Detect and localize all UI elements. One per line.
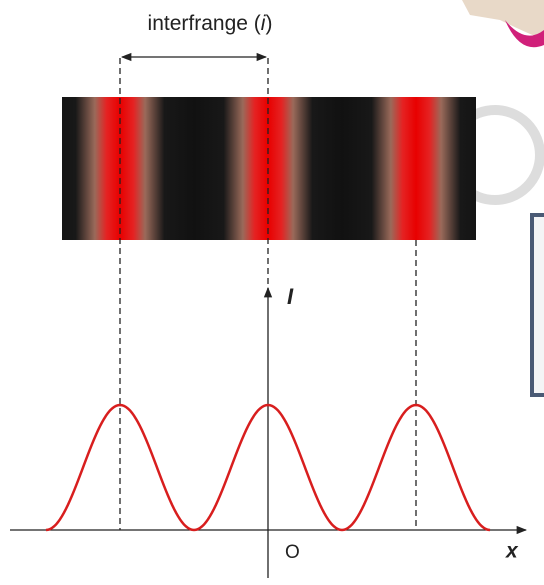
decor [505,20,544,48]
axis-label: x [505,540,519,563]
label-part: ) [265,12,272,35]
label-symbol: i [261,12,267,35]
decor-box [530,213,544,397]
label-part: interfrange ( [148,12,261,35]
decor [462,0,544,40]
axis-label: I [287,284,294,309]
interference-fringes [62,97,476,240]
origin-label: O [285,542,300,563]
intensity-curve [45,403,491,532]
fringe-label: interfrange (i) [148,12,273,35]
